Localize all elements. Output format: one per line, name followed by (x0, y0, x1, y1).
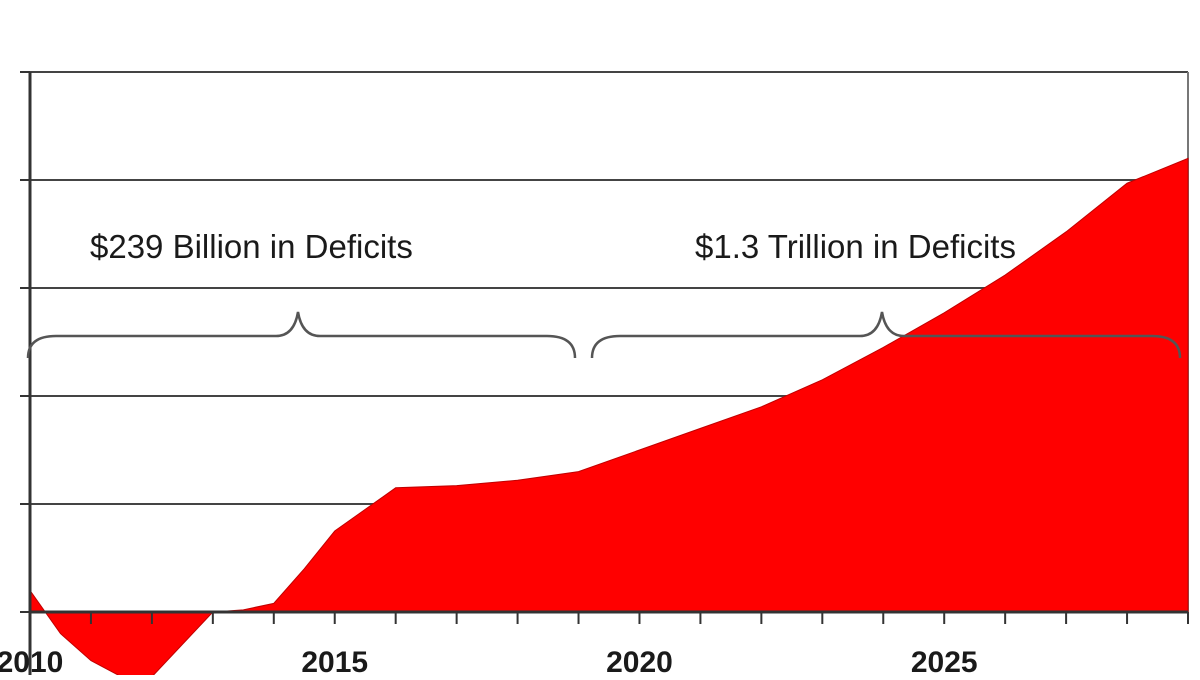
x-tick-label: 2010 (0, 646, 63, 675)
annotation-brace (26, 311, 577, 359)
tick-label-layer: 2010 2015 2020 2025 (0, 646, 978, 679)
annotation-left-deficits: $239 Billion in Deficits (90, 228, 413, 265)
x-tick-label: 2025 (911, 646, 978, 675)
brace-layer (26, 311, 1182, 359)
annotation-right-deficits: $1.3 Trillion in Deficits (695, 228, 1016, 265)
axis-layer (20, 71, 1189, 675)
x-tick-label: 2020 (606, 646, 673, 675)
x-tick-label: 2015 (301, 646, 368, 675)
annotation-brace (590, 311, 1182, 359)
